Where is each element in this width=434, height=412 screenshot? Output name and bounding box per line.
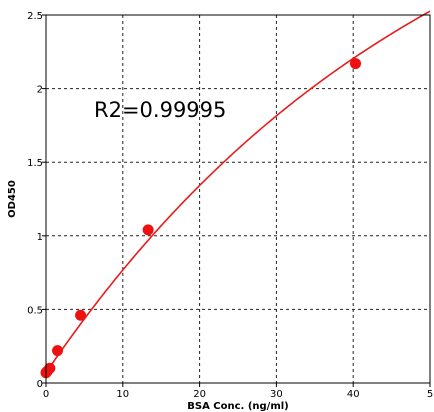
x-tick-label: 20	[193, 389, 206, 400]
data-points	[40, 58, 362, 379]
x-tick-label: 40	[347, 389, 360, 400]
x-tick-label: 30	[270, 389, 283, 400]
y-tick-label: 2.5	[27, 11, 43, 22]
fit-curve	[45, 10, 431, 374]
grid-lines	[46, 15, 430, 383]
y-tick-label: 2	[37, 85, 43, 96]
x-axis-ticks: 0 10 20 30 40 5	[43, 383, 433, 400]
x-tick-label: 5	[427, 389, 433, 400]
y-axis-label: OD450	[7, 180, 18, 218]
x-tick-label: 10	[116, 389, 129, 400]
x-tick-label: 0	[43, 389, 49, 400]
y-tick-label: 1	[37, 232, 43, 243]
r2-annotation: R2=0.99995	[94, 98, 226, 122]
y-tick-label: 1.5	[27, 158, 43, 169]
plot-background	[46, 15, 430, 383]
data-point	[142, 224, 154, 236]
y-tick-label: 0	[37, 379, 43, 390]
data-point	[52, 345, 64, 357]
data-point	[44, 362, 56, 374]
data-point	[350, 58, 362, 70]
x-axis-label: BSA Conc. (ng/ml)	[187, 401, 289, 412]
data-point	[75, 309, 87, 321]
plot-frame	[45, 14, 431, 384]
y-tick-label: 0.5	[27, 305, 43, 316]
y-axis-ticks: 0 0.5 1 1.5 2 2.5	[27, 11, 46, 390]
